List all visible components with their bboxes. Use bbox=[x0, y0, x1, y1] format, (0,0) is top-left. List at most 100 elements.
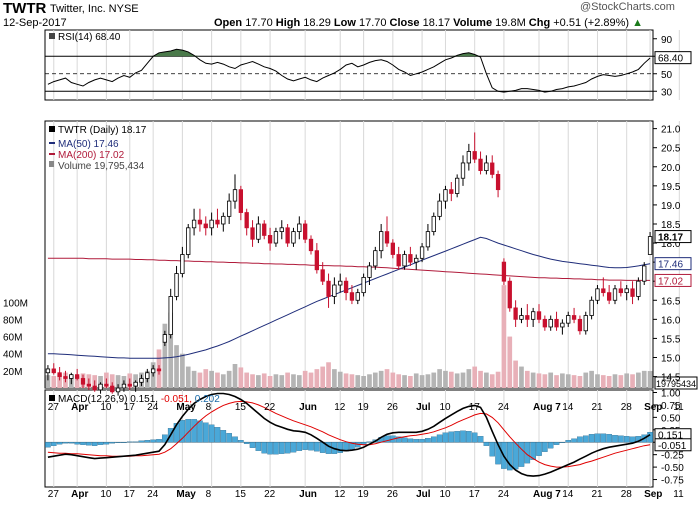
volume-bar bbox=[215, 372, 220, 388]
macd-histogram-bar bbox=[109, 442, 116, 444]
x-axis-label: Sep bbox=[644, 402, 662, 413]
price-tick-label: 15.5 bbox=[661, 334, 681, 345]
x-axis-label: 17 bbox=[469, 402, 481, 413]
price-tick-label: 16.0 bbox=[661, 315, 681, 326]
volume-bar bbox=[419, 375, 425, 388]
candle-body bbox=[472, 151, 477, 160]
volume-bar bbox=[448, 371, 454, 388]
macd-histogram-bar bbox=[80, 442, 86, 445]
macd-histogram-bar bbox=[121, 442, 127, 443]
volume-bar bbox=[174, 345, 179, 388]
candle-body bbox=[583, 315, 588, 332]
macd-tick-label: -0.25 bbox=[661, 451, 684, 462]
macd-histogram-bar bbox=[571, 438, 577, 443]
candle-body bbox=[256, 223, 261, 240]
x-axis-label: 19 bbox=[358, 402, 370, 413]
x-axis-label: Aug 7 bbox=[533, 489, 561, 500]
macd-histogram-bar bbox=[284, 442, 291, 454]
x-axis-label: 19 bbox=[358, 489, 370, 500]
volume-bar bbox=[478, 370, 483, 388]
x-axis-label: 12 bbox=[334, 402, 346, 413]
volume-bar bbox=[571, 375, 577, 388]
volume-bar bbox=[232, 364, 238, 388]
macd-histogram-bar bbox=[126, 441, 133, 443]
ma50-line bbox=[47, 236, 651, 359]
volume-tick-label: 40M bbox=[3, 350, 22, 361]
candle-body bbox=[226, 200, 232, 217]
x-axis-label: 22 bbox=[264, 402, 276, 413]
macd-histogram-bar bbox=[173, 423, 180, 443]
candle-body bbox=[168, 296, 173, 336]
candle-body bbox=[419, 246, 425, 259]
volume-bar bbox=[577, 376, 583, 388]
low-label: Low bbox=[333, 17, 356, 29]
rsi-overbought-fill bbox=[47, 49, 651, 57]
volume-bar bbox=[466, 369, 472, 388]
price-tick-label: 16.5 bbox=[661, 296, 681, 307]
volume-bar bbox=[361, 376, 366, 388]
macd-histogram-bar bbox=[267, 442, 273, 455]
volume-bar bbox=[267, 376, 273, 388]
candle-body bbox=[45, 368, 51, 374]
volume-bar bbox=[296, 375, 302, 388]
volume-value-tag: 19795434 bbox=[656, 379, 696, 389]
price-panel-frame bbox=[44, 120, 654, 389]
macd-histogram-bar bbox=[629, 436, 636, 443]
x-axis-label: 24 bbox=[147, 402, 159, 413]
x-axis-label: Apr bbox=[71, 402, 88, 413]
macd-histogram-bar bbox=[50, 442, 57, 446]
x-axis-label: 14 bbox=[562, 402, 574, 413]
macd-histogram-bar bbox=[600, 433, 607, 443]
volume-bar bbox=[565, 374, 571, 388]
volume-tick-label: 80M bbox=[3, 315, 22, 326]
candle-body bbox=[431, 215, 436, 233]
candle-body bbox=[297, 223, 302, 233]
macd-histogram-bar bbox=[232, 436, 238, 443]
macd-histogram-bar bbox=[243, 442, 250, 444]
volume-bar bbox=[109, 374, 115, 388]
rsi-value-tag: 68.40 bbox=[658, 54, 683, 65]
close-label: Close bbox=[389, 17, 420, 29]
volume-bar bbox=[507, 336, 513, 388]
candle-body bbox=[57, 372, 62, 377]
candle-body bbox=[279, 227, 284, 233]
candle-body bbox=[314, 250, 320, 271]
candle-body bbox=[642, 265, 647, 282]
volume-bar bbox=[519, 366, 524, 388]
macd-histogram-bar bbox=[577, 436, 583, 443]
volume-bar bbox=[524, 370, 530, 388]
macd-histogram-bar bbox=[553, 442, 560, 445]
candle-body bbox=[373, 250, 378, 267]
volume-bar bbox=[185, 366, 191, 388]
macd-tick-label: 1.00 bbox=[661, 388, 681, 399]
price-tick-label: 18.5 bbox=[661, 220, 681, 231]
candle-body bbox=[191, 219, 197, 229]
candle-body bbox=[601, 288, 606, 294]
candle-body bbox=[396, 254, 401, 267]
volume-tick-label: 100M bbox=[3, 298, 28, 309]
volume-bar bbox=[162, 323, 168, 388]
volume-bar bbox=[600, 375, 606, 388]
macd-histogram-bar bbox=[249, 442, 256, 448]
macd-signal-value-tag: -0.051 bbox=[658, 441, 687, 452]
candle-body bbox=[291, 231, 296, 244]
x-axis-label: 11 bbox=[673, 489, 684, 500]
macd-histogram-bar bbox=[395, 436, 402, 443]
macd-histogram-bar bbox=[162, 434, 168, 443]
company-name: Twitter, Inc. NYSE bbox=[50, 3, 139, 15]
macd-histogram-bar bbox=[460, 430, 466, 443]
candle-body bbox=[92, 385, 97, 391]
macd-histogram-bar bbox=[202, 422, 209, 443]
volume-bar bbox=[279, 375, 285, 388]
macd-histogram-bar bbox=[103, 442, 110, 445]
candle-body bbox=[203, 223, 208, 229]
candle-body bbox=[127, 383, 132, 387]
low-value: 17.70 bbox=[358, 17, 387, 29]
candle-body bbox=[414, 257, 419, 263]
x-axis-label: 28 bbox=[621, 402, 633, 413]
candle-body bbox=[495, 173, 501, 191]
macd-histogram-bar bbox=[506, 442, 513, 471]
volume-bar bbox=[431, 372, 437, 388]
candle-body bbox=[519, 315, 524, 320]
macd-histogram-bar bbox=[425, 438, 431, 443]
